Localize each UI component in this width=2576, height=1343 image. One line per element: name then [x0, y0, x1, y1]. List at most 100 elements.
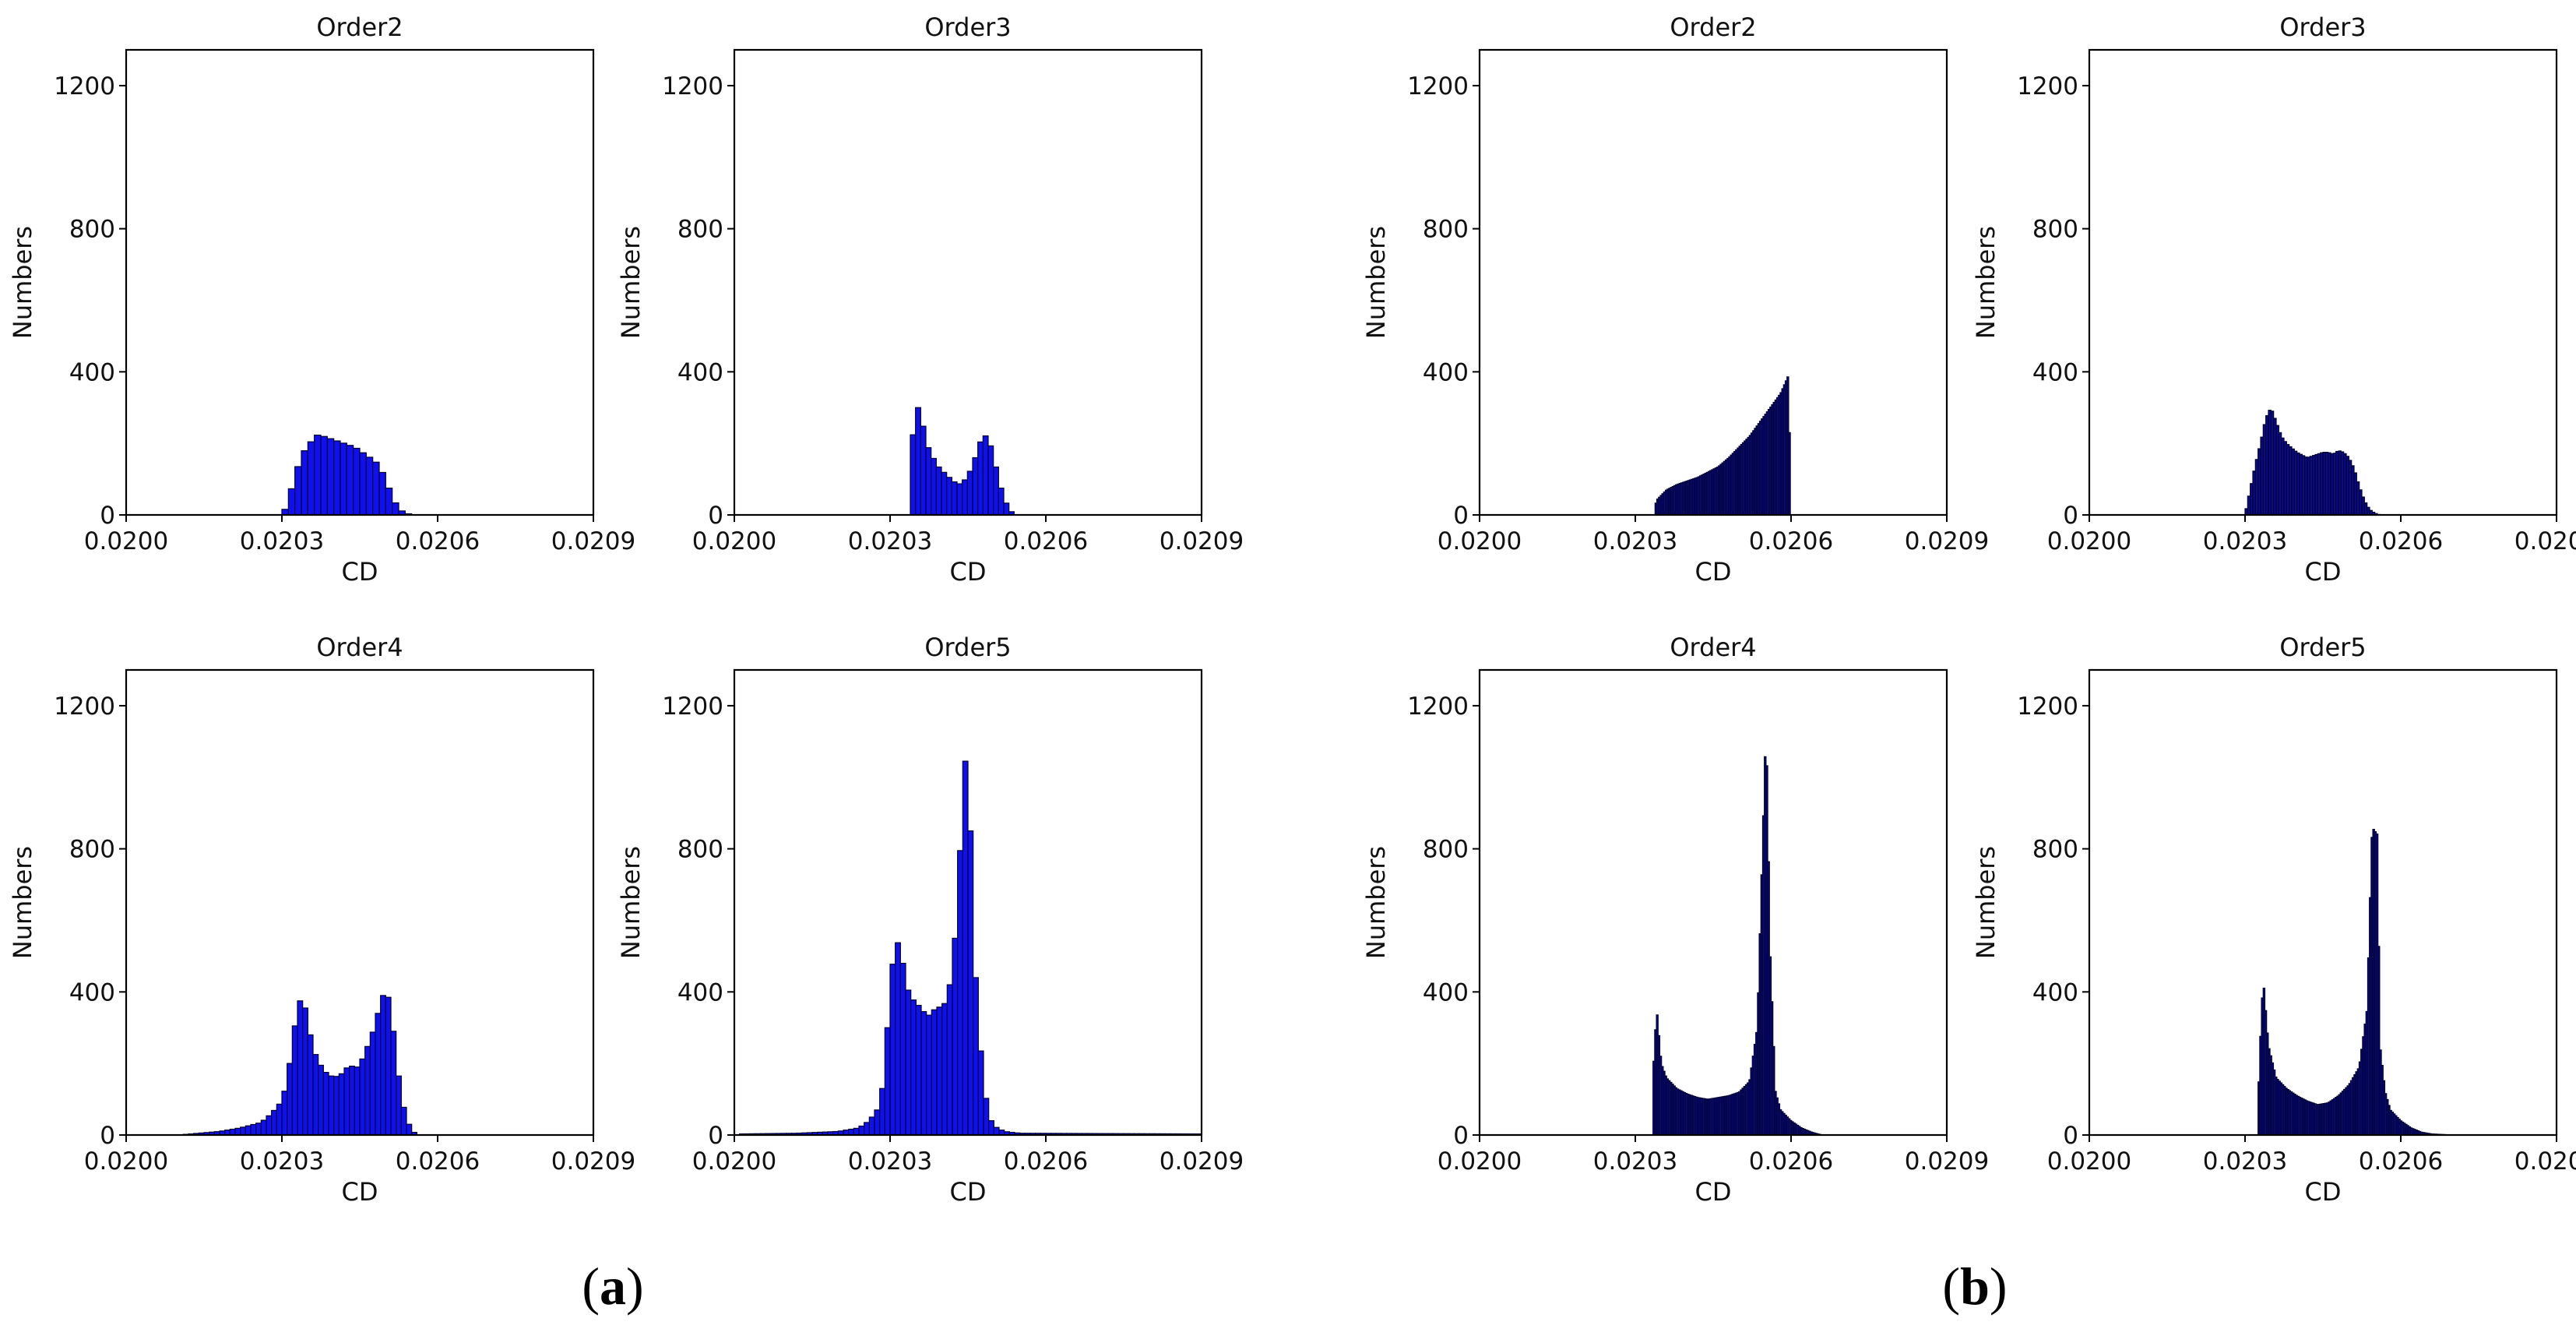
y-tick-label: 400: [1423, 358, 1469, 386]
y-tick-label: 1200: [662, 72, 723, 100]
axes-frame: [2088, 48, 2558, 516]
chart-title: Order5: [2279, 633, 2366, 662]
x-axis-label: CD: [950, 1177, 987, 1207]
panel-label-a-open: (: [582, 1257, 600, 1316]
y-tick-label: 1200: [1407, 72, 1469, 100]
histogram-bar: [931, 457, 937, 516]
histogram-bar: [983, 1098, 990, 1136]
x-axis-label: CD: [342, 557, 378, 587]
axes-frame: [1478, 668, 1948, 1137]
histogram-bar: [884, 1027, 891, 1136]
y-axis-label: Numbers: [616, 226, 646, 339]
x-axis-label: CD: [2305, 557, 2342, 587]
x-tick-label: 0.0206: [2359, 1147, 2443, 1176]
panel-label-a-close: ): [626, 1257, 644, 1316]
chart-b-order5: 0 400 800 1200 0.0200 0.0203 0.0206 0.0209 Order…: [1971, 633, 2576, 1207]
bars: [2244, 410, 2381, 516]
x-tick-label: 0.0200: [2047, 1147, 2131, 1176]
x-tick-label: 0.0203: [240, 1147, 324, 1176]
histogram-bar: [396, 1075, 402, 1136]
histogram-bar: [271, 1109, 277, 1136]
histogram-bar: [925, 447, 932, 516]
axes-frame: [2088, 668, 2558, 1137]
histogram-bar: [910, 434, 917, 516]
histogram-bar: [320, 435, 328, 516]
histogram-bar: [848, 1128, 854, 1136]
y-tick-label: 0: [2063, 1122, 2078, 1150]
histogram-bar: [988, 1120, 994, 1136]
x-tick-label: 0.0209: [551, 1147, 635, 1176]
histogram-bar: [378, 471, 386, 516]
y-tick-label: 800: [2032, 216, 2078, 244]
histogram-bar: [229, 1128, 236, 1136]
x-tick-label: 0.0206: [1749, 527, 1833, 555]
y-tick-label: 800: [677, 836, 723, 864]
chart-a-order3: 0 400 800 1200 0.0200 0.0203 0.0206 0.0209 Order…: [616, 12, 1244, 587]
axes-frame: [733, 668, 1203, 1137]
histogram-bar: [956, 483, 963, 516]
histogram-bar: [858, 1125, 865, 1136]
histogram-bar: [853, 1127, 860, 1136]
y-tick-label: 400: [677, 978, 723, 1006]
histogram-bar: [993, 466, 999, 516]
panel-label-a-letter: a: [600, 1257, 626, 1316]
y-tick-label: 800: [677, 216, 723, 244]
histogram-bar: [312, 1054, 319, 1136]
y-tick-label: 400: [2032, 978, 2078, 1006]
x-axis-label: CD: [1695, 557, 1732, 587]
histogram-bar: [1003, 502, 1010, 516]
chart-title: Order3: [924, 12, 1011, 42]
y-tick-label: 0: [100, 502, 115, 530]
histogram-bar: [234, 1127, 241, 1136]
chart-b-order3: 0 400 800 1200 0.0200 0.0203 0.0206 0.0209 Order…: [1971, 12, 2576, 587]
chart-title: Order5: [924, 633, 1011, 662]
bars: [910, 407, 1015, 516]
histogram-bar: [287, 1063, 293, 1136]
histogram-bar: [941, 471, 948, 516]
histogram-bar: [255, 1123, 262, 1136]
histogram-bar: [333, 1076, 340, 1136]
x-tick-label: 0.0209: [551, 527, 635, 555]
histogram-bar: [240, 1126, 246, 1136]
x-tick-label: 0.0203: [240, 527, 324, 555]
histogram-bar: [966, 471, 973, 516]
y-tick-label: 0: [708, 1122, 723, 1150]
histogram-bar: [349, 1065, 355, 1136]
x-tick-label: 0.0203: [1593, 527, 1677, 555]
histogram-bar: [260, 1119, 267, 1136]
histogram-bar: [287, 488, 296, 516]
histogram-bar: [340, 442, 347, 516]
histogram-bar: [987, 445, 994, 516]
histogram-bar: [967, 830, 974, 1136]
y-tick-label: 800: [69, 216, 115, 244]
x-tick-label: 0.0209: [1160, 527, 1244, 555]
y-axis-label: Numbers: [1361, 846, 1391, 959]
x-tick-label: 0.0200: [84, 527, 168, 555]
chart-title: Order2: [316, 12, 403, 42]
y-tick-label: 1200: [662, 693, 723, 721]
histogram-bar: [294, 466, 302, 516]
histogram-bar: [406, 1123, 413, 1136]
y-axis-label: Numbers: [616, 846, 646, 959]
histogram-bar: [915, 1004, 922, 1136]
chart-title: Order4: [316, 633, 403, 662]
histogram-bar: [998, 487, 1005, 516]
histogram-bar: [946, 477, 952, 516]
histogram-bar: [915, 407, 921, 516]
x-tick-label: 0.0209: [1160, 1147, 1244, 1176]
x-tick-label: 0.0203: [2203, 1147, 2287, 1176]
bars: [178, 995, 417, 1136]
histogram-bar: [245, 1125, 252, 1136]
panel-label-a: (a): [582, 1256, 643, 1317]
x-tick-label: 0.0209: [1905, 527, 1989, 555]
histogram-bar: [318, 1064, 324, 1136]
x-tick-label: 0.0200: [1438, 1147, 1522, 1176]
histogram-bar: [302, 1007, 308, 1136]
y-tick-label: 800: [2032, 836, 2078, 864]
histogram-bar: [322, 1072, 329, 1136]
x-tick-label: 0.0206: [1749, 1147, 1833, 1176]
y-axis-label: Numbers: [1361, 226, 1391, 339]
histogram-bar: [333, 440, 341, 516]
histogram-bar: [353, 447, 361, 516]
y-tick-label: 1200: [54, 693, 115, 721]
